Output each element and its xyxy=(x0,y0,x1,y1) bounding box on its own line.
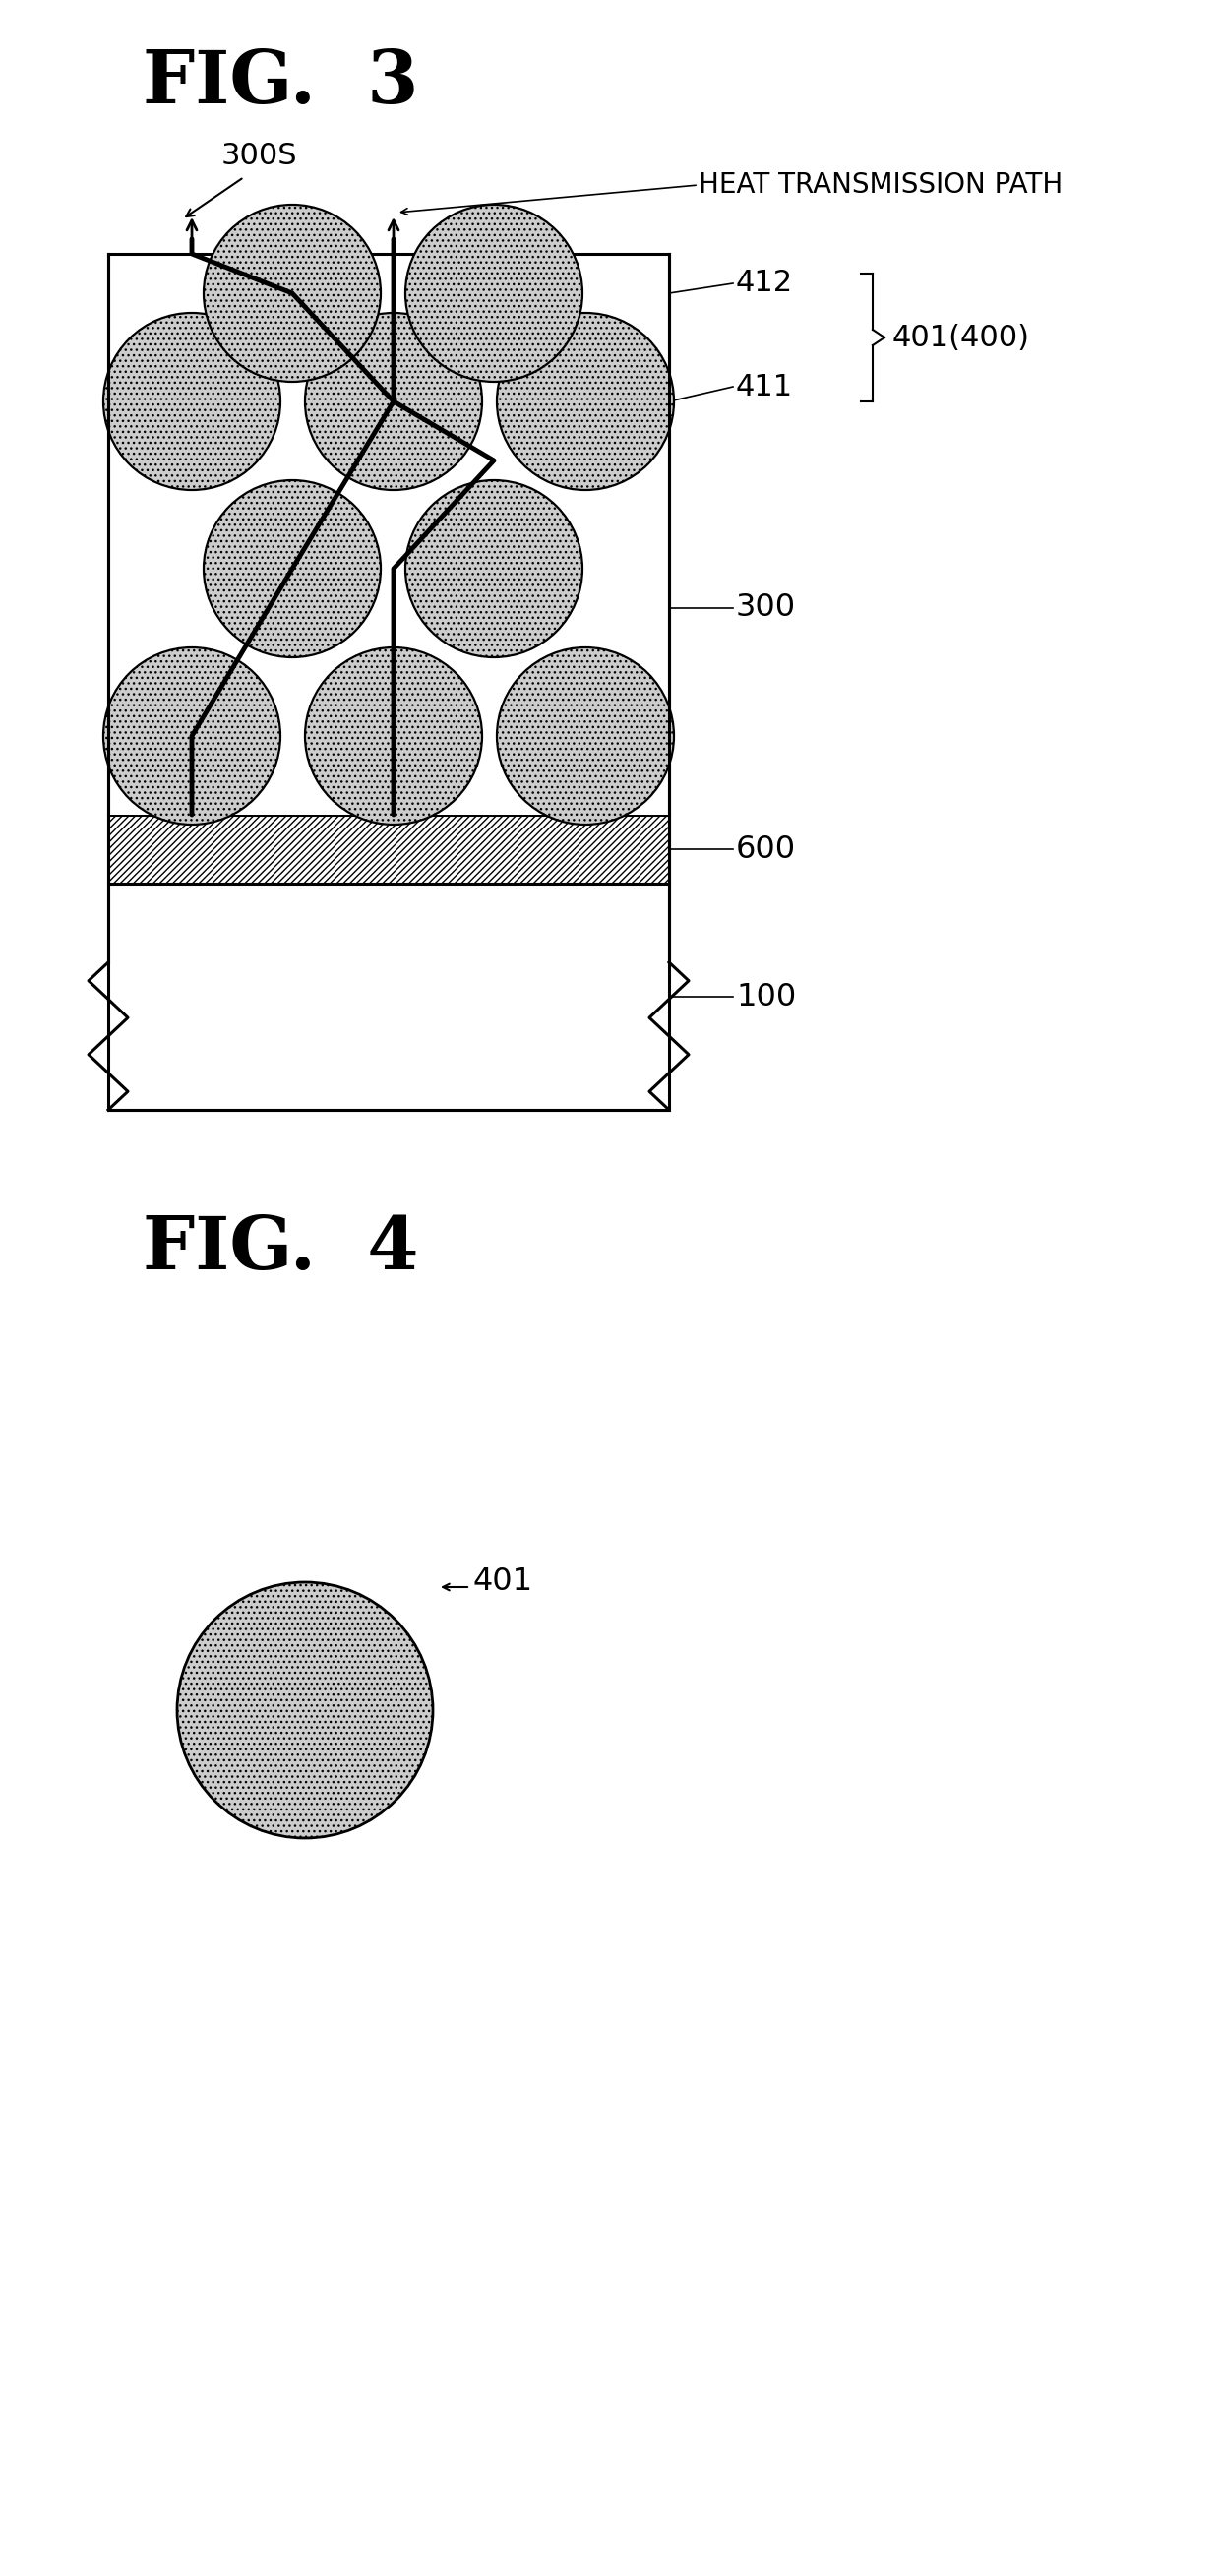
Circle shape xyxy=(405,479,582,657)
Bar xyxy=(109,814,669,884)
Circle shape xyxy=(405,204,582,381)
Bar xyxy=(109,255,669,814)
Text: 600: 600 xyxy=(736,835,797,866)
Circle shape xyxy=(497,312,673,489)
Circle shape xyxy=(497,647,673,824)
Circle shape xyxy=(204,479,381,657)
Text: HEAT TRANSMISSION PATH: HEAT TRANSMISSION PATH xyxy=(699,170,1063,198)
Text: 401: 401 xyxy=(472,1566,532,1597)
Text: 411: 411 xyxy=(736,374,793,402)
Circle shape xyxy=(104,647,281,824)
Circle shape xyxy=(177,1582,433,1839)
Text: 401(400): 401(400) xyxy=(892,322,1030,353)
Text: 300: 300 xyxy=(736,592,797,623)
Circle shape xyxy=(104,312,281,489)
Text: 412: 412 xyxy=(736,268,793,299)
Text: 100: 100 xyxy=(736,981,797,1012)
Text: FIG.  3: FIG. 3 xyxy=(143,46,418,118)
Circle shape xyxy=(305,312,482,489)
Text: FIG.  4: FIG. 4 xyxy=(143,1213,418,1285)
Circle shape xyxy=(305,647,482,824)
Circle shape xyxy=(204,204,381,381)
Text: 300S: 300S xyxy=(221,142,298,170)
Bar xyxy=(109,884,669,1110)
